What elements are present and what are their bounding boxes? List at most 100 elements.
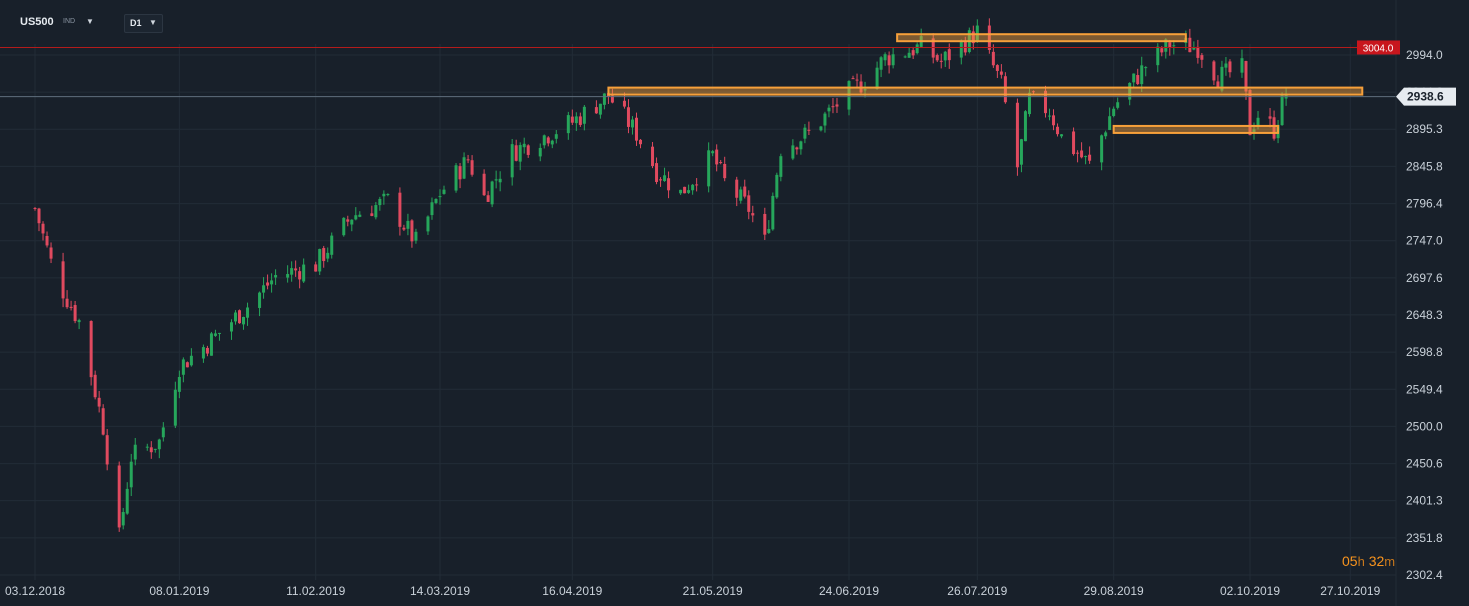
bull-candle — [302, 258, 306, 283]
bull-candle — [907, 47, 911, 58]
bull-candle — [1280, 92, 1284, 126]
bear-candle — [322, 245, 326, 268]
timer-minutes: 32 — [1368, 553, 1385, 569]
bull-candle — [687, 184, 691, 194]
bull-candle — [518, 142, 522, 171]
bull-candle — [663, 167, 667, 182]
bull-candle — [77, 318, 81, 330]
bear-candle — [887, 51, 891, 74]
time-axis[interactable]: 03.12.2018 08.01.2019 11.02.2019 14.03.2019… — [5, 584, 1381, 598]
bull-candle — [879, 56, 883, 78]
bull-candle — [354, 207, 358, 221]
bull-candle — [274, 269, 278, 285]
price-axis[interactable]: 2994.02944.62895.32845.82796.42747.02697… — [1357, 0, 1456, 606]
bull-candle — [779, 153, 783, 182]
bull-candle — [538, 143, 542, 162]
price-tick-label: 2549.4 — [1406, 382, 1443, 396]
bull-candle — [1100, 134, 1104, 171]
bull-candle — [374, 201, 378, 220]
bear-candle — [61, 252, 65, 308]
bull-candle — [582, 105, 586, 131]
bull-candle — [943, 50, 947, 67]
bear-candle — [1080, 142, 1084, 159]
price-tick-label: 2351.8 — [1406, 531, 1443, 545]
time-tick-label: 27.10.2019 — [1320, 584, 1380, 598]
bear-candle — [935, 53, 939, 63]
time-tick-label: 11.02.2019 — [286, 584, 345, 598]
bull-candle — [1224, 56, 1228, 76]
bear-candle — [1244, 60, 1248, 100]
bear-candle — [526, 144, 530, 158]
bear-candle — [831, 98, 835, 114]
bear-candle — [683, 186, 687, 194]
bear-candle — [37, 207, 41, 232]
bear-candle — [638, 139, 642, 149]
symbol-dropdown-caret-icon[interactable]: ▼ — [86, 17, 94, 26]
bear-candle — [659, 177, 663, 187]
bear-candle — [651, 141, 655, 169]
bull-candle — [711, 149, 715, 157]
bull-candle — [823, 111, 827, 133]
alert-level-badge: 3004.0 — [1357, 40, 1400, 55]
bull-candle — [290, 261, 294, 282]
price-tick-label: 2845.8 — [1406, 159, 1443, 173]
bull-candle — [566, 111, 570, 140]
bull-candle — [318, 248, 322, 275]
bear-candle — [41, 221, 45, 241]
bear-candle — [751, 205, 755, 223]
bear-candle — [101, 404, 105, 436]
bear-candle — [470, 155, 474, 177]
bull-candle — [767, 220, 771, 234]
bull-candle — [382, 190, 386, 205]
horizontal-zone — [607, 86, 1364, 96]
price-tick-label: 2895.3 — [1406, 122, 1443, 136]
bull-candle — [121, 507, 125, 530]
bear-candle — [65, 290, 69, 309]
bull-candle — [125, 482, 129, 515]
bull-candle — [1027, 88, 1031, 117]
bull-candle — [1240, 49, 1244, 78]
bull-candle — [598, 103, 602, 119]
bear-candle — [570, 109, 574, 126]
bear-candle — [723, 156, 727, 182]
symbol-name[interactable]: US500 — [20, 16, 54, 28]
bull-candle — [498, 171, 502, 192]
bull-candle — [454, 163, 458, 193]
chart-grid — [0, 44, 1396, 580]
bull-candle — [707, 142, 711, 193]
bull-candle — [1156, 43, 1160, 73]
bear-candle — [298, 266, 302, 289]
bull-candle — [133, 437, 137, 466]
bull-candle — [554, 130, 558, 144]
bull-candle — [270, 273, 274, 293]
bull-candle — [286, 265, 290, 283]
bull-candle — [771, 192, 775, 231]
bull-candle — [1104, 130, 1108, 140]
bull-candle — [550, 139, 554, 149]
timeframe-selector[interactable]: D1 ▼ — [124, 14, 163, 33]
bear-candle — [410, 219, 414, 248]
bear-candle — [855, 73, 859, 89]
bear-candle — [1015, 98, 1019, 176]
bull-candle — [903, 55, 907, 59]
bull-candle — [819, 125, 823, 132]
time-tick-label: 16.04.2019 — [542, 584, 602, 598]
bull-candle — [602, 93, 606, 110]
bull-candle — [201, 344, 205, 363]
timer-hours-unit: h — [1357, 554, 1365, 569]
bear-candle — [149, 441, 153, 459]
bear-candle — [747, 190, 751, 220]
bull-candle — [679, 189, 683, 195]
bull-candle — [161, 422, 165, 442]
timeframe-caret-icon: ▼ — [149, 18, 157, 27]
bear-candle — [294, 260, 298, 277]
bull-candle — [1048, 108, 1052, 121]
price-tick-label: 2648.3 — [1406, 308, 1443, 322]
bull-candle — [574, 112, 578, 131]
bear-candle — [346, 215, 350, 227]
bull-candle — [153, 448, 157, 453]
bear-candle — [610, 88, 614, 104]
price-tick-label: 2994.0 — [1406, 48, 1443, 62]
bull-candle — [1116, 97, 1120, 110]
